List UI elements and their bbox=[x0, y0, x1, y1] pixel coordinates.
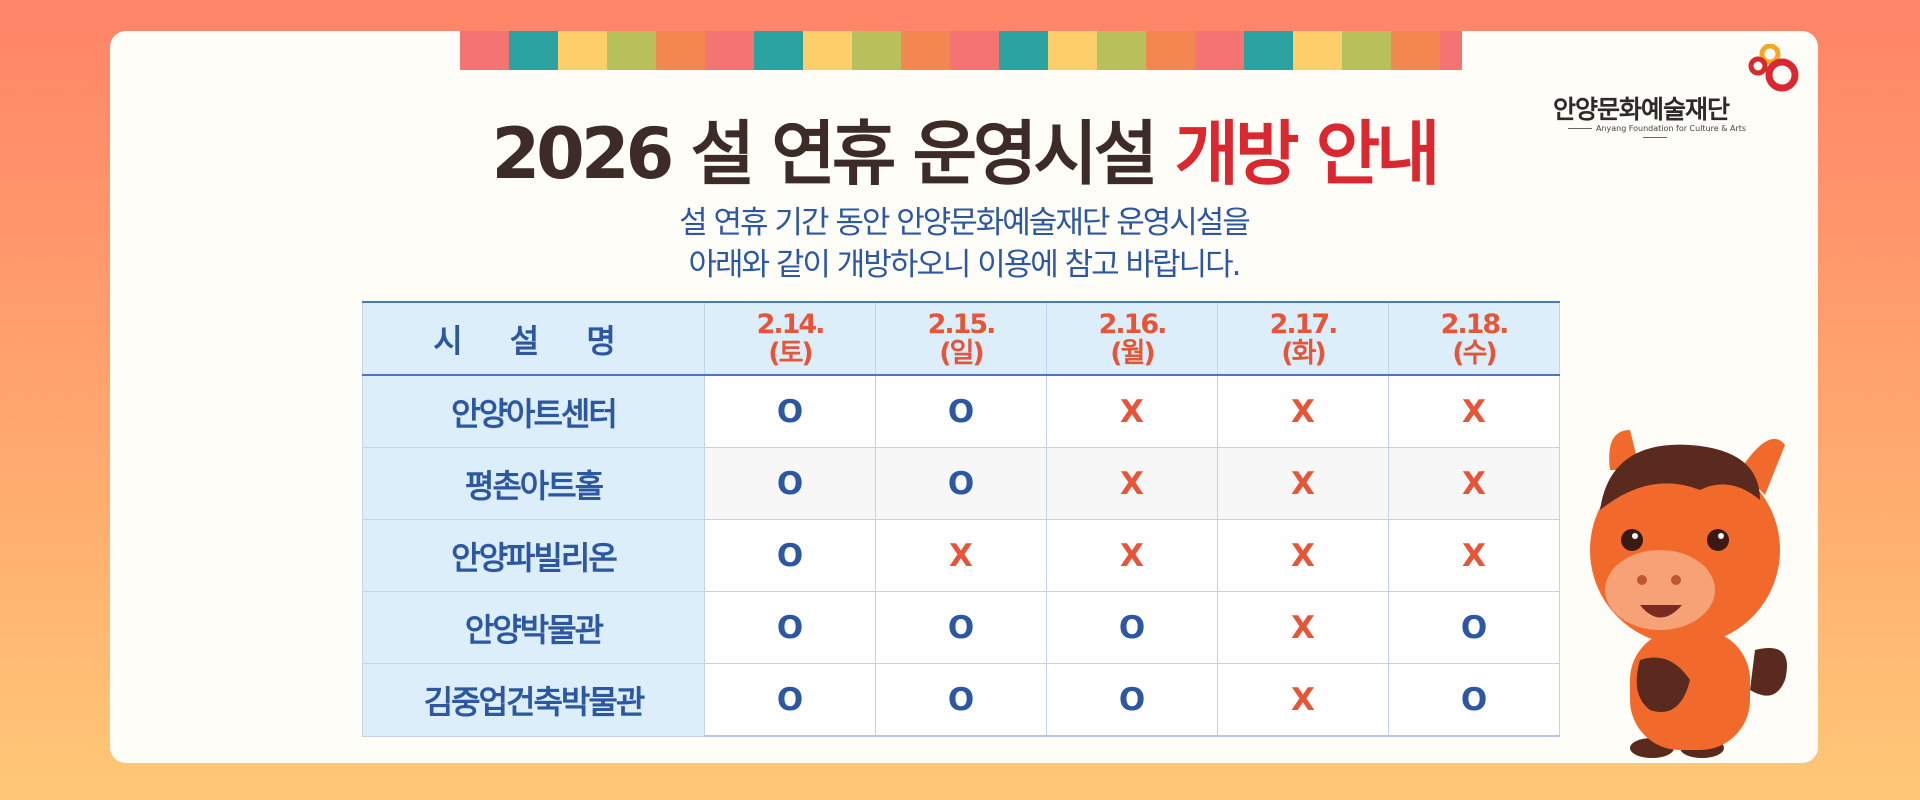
date: 2.18. bbox=[1440, 308, 1510, 340]
header-date: 2.14. (토) bbox=[704, 301, 876, 376]
facility-name: 안양박물관 bbox=[362, 591, 705, 664]
status-cell: O bbox=[704, 447, 876, 520]
logo-icon bbox=[1748, 44, 1799, 92]
status-cell: O bbox=[704, 591, 876, 664]
status-cell: O bbox=[1388, 663, 1560, 737]
header-row: 시 설 명 2.14. (토) 2.15. (일) 2.16. (월) 2.17. (화) 2.1… bbox=[362, 301, 1560, 376]
status-cell: X bbox=[1217, 374, 1389, 448]
status-cell: X bbox=[1217, 447, 1389, 520]
status-cell: O bbox=[875, 663, 1047, 737]
date: 2.14. bbox=[756, 308, 826, 340]
subtitle: 설 연휴 기간 동안 안양문화예술재단 운영시설을 아래와 같이 개방하오니 이… bbox=[0, 202, 1920, 286]
title: 2026 설 연휴 운영시설 개방 안내 bbox=[0, 98, 1920, 199]
logo-english: Anyang Foundation for Culture & Arts bbox=[1550, 124, 1760, 142]
header-facility: 시 설 명 bbox=[362, 301, 705, 376]
subtitle-line: 아래와 같이 개방하오니 이용에 참고 바랍니다. bbox=[688, 247, 1241, 283]
weekday: (수) bbox=[1452, 337, 1498, 369]
status-cell: X bbox=[1046, 374, 1218, 448]
status-cell: X bbox=[1217, 591, 1389, 664]
status-cell: O bbox=[875, 374, 1047, 448]
facility-row: 평촌아트홀 O O X X X bbox=[362, 447, 1560, 520]
weekday: (월) bbox=[1110, 337, 1156, 369]
title-highlight: 개방 안내 bbox=[1174, 113, 1441, 195]
logo-name: 안양문화예술재단 bbox=[1553, 95, 1730, 124]
facility-row: 안양아트센터 O O X X X bbox=[362, 374, 1560, 448]
mascot bbox=[1590, 430, 1787, 758]
title-main: 2026 설 연휴 운영시설 bbox=[491, 113, 1158, 195]
date: 2.16. bbox=[1098, 308, 1168, 340]
facility-row: 안양파빌리온 O X X X X bbox=[362, 519, 1560, 592]
status-cell: O bbox=[875, 591, 1047, 664]
facility-row: 안양박물관 O O O X O bbox=[362, 591, 1560, 664]
status-cell: X bbox=[1388, 447, 1560, 520]
facility-name: 김중업건축박물관 bbox=[362, 663, 705, 737]
logo: 안양문화예술재단 Anyang Foundation for Culture &… bbox=[1550, 44, 1810, 144]
facility-table: 시 설 명 2.14. (토) 2.15. (일) 2.16. (월) 2.17. (화) 2.1… bbox=[362, 301, 1560, 737]
status-cell: X bbox=[1217, 663, 1389, 737]
facility-name: 안양파빌리온 bbox=[362, 519, 705, 592]
status-cell: O bbox=[875, 447, 1047, 520]
status-cell: O bbox=[1046, 663, 1218, 737]
status-cell: O bbox=[1046, 591, 1218, 664]
weekday: (토) bbox=[768, 337, 814, 369]
weekday: (일) bbox=[939, 337, 985, 369]
date: 2.17. bbox=[1269, 308, 1339, 340]
weekday: (화) bbox=[1281, 337, 1327, 369]
status-cell: O bbox=[704, 519, 876, 592]
color-stripe bbox=[460, 31, 1462, 70]
header-date: 2.15. (일) bbox=[875, 301, 1047, 376]
header-date: 2.16. (월) bbox=[1046, 301, 1218, 376]
status-cell: X bbox=[1046, 447, 1218, 520]
status-cell: O bbox=[1388, 591, 1560, 664]
header-date: 2.17. (화) bbox=[1217, 301, 1389, 376]
header-date: 2.18. (수) bbox=[1388, 301, 1560, 376]
subtitle-line: 설 연휴 기간 동안 안양문화예술재단 운영시설을 bbox=[679, 205, 1251, 241]
date: 2.15. bbox=[927, 308, 997, 340]
facility-name: 안양아트센터 bbox=[362, 374, 705, 448]
facility-row: 김중업건축박물관 O O O X O bbox=[362, 663, 1560, 737]
status-cell: O bbox=[704, 663, 876, 737]
status-cell: X bbox=[1046, 519, 1218, 592]
status-cell: X bbox=[875, 519, 1047, 592]
status-cell: O bbox=[704, 374, 876, 448]
status-cell: X bbox=[1388, 374, 1560, 448]
facility-name: 평촌아트홀 bbox=[362, 447, 705, 520]
status-cell: X bbox=[1217, 519, 1389, 592]
status-cell: X bbox=[1388, 519, 1560, 592]
